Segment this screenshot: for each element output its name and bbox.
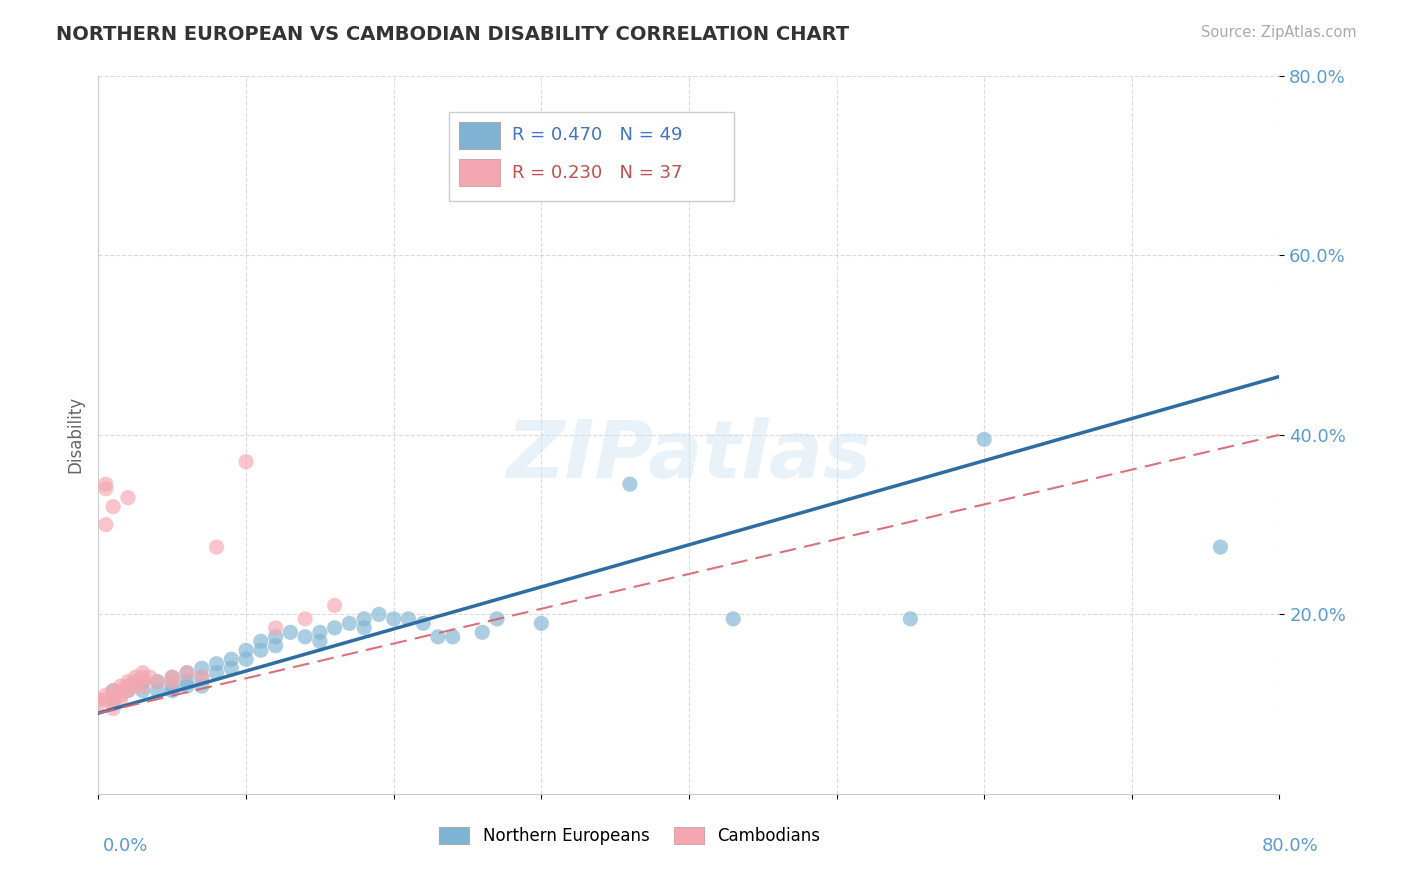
Point: [382, 612, 405, 626]
Point: [117, 683, 139, 698]
Point: [235, 652, 257, 666]
Point: [323, 621, 346, 635]
Point: [619, 477, 641, 491]
Point: [723, 612, 745, 626]
Text: 0.0%: 0.0%: [103, 837, 148, 855]
Point: [176, 665, 198, 680]
Point: [191, 661, 214, 675]
Point: [117, 679, 139, 693]
Point: [294, 630, 316, 644]
Point: [323, 599, 346, 613]
Point: [103, 683, 125, 698]
Point: [264, 621, 287, 635]
Point: [309, 634, 332, 648]
Text: Source: ZipAtlas.com: Source: ZipAtlas.com: [1201, 25, 1357, 40]
Point: [110, 683, 132, 698]
Point: [162, 683, 183, 698]
Point: [294, 612, 316, 626]
Point: [900, 612, 922, 626]
Point: [94, 517, 117, 532]
Point: [264, 639, 287, 653]
Point: [412, 616, 434, 631]
Point: [176, 679, 198, 693]
Point: [441, 630, 464, 644]
Point: [103, 683, 125, 698]
Point: [191, 679, 214, 693]
Point: [103, 688, 125, 702]
Point: [146, 674, 169, 689]
Point: [398, 612, 420, 626]
Point: [110, 688, 132, 702]
Point: [117, 683, 139, 698]
Point: [94, 477, 117, 491]
Point: [162, 670, 183, 684]
Point: [1209, 540, 1232, 554]
Point: [124, 670, 146, 684]
Point: [530, 616, 553, 631]
Point: [162, 679, 183, 693]
Legend: Northern Europeans, Cambodians: Northern Europeans, Cambodians: [430, 819, 830, 854]
Point: [132, 679, 155, 693]
FancyBboxPatch shape: [458, 122, 501, 149]
Point: [280, 625, 302, 640]
Point: [191, 670, 214, 684]
Point: [973, 433, 995, 447]
Text: ZIPatlas: ZIPatlas: [506, 417, 872, 495]
Point: [132, 665, 155, 680]
Point: [103, 500, 125, 514]
Point: [110, 679, 132, 693]
Point: [103, 692, 125, 706]
Point: [221, 661, 243, 675]
FancyBboxPatch shape: [449, 112, 734, 202]
Point: [94, 482, 117, 496]
Point: [205, 665, 228, 680]
Point: [103, 697, 125, 711]
Point: [146, 683, 169, 698]
Point: [162, 674, 183, 689]
Point: [176, 674, 198, 689]
Point: [117, 679, 139, 693]
Point: [264, 630, 287, 644]
Point: [250, 643, 273, 657]
Text: 80.0%: 80.0%: [1263, 837, 1319, 855]
Point: [176, 665, 198, 680]
Point: [94, 688, 117, 702]
Text: R = 0.230   N = 37: R = 0.230 N = 37: [512, 164, 682, 182]
Point: [103, 701, 125, 715]
Point: [87, 697, 110, 711]
Point: [235, 455, 257, 469]
Point: [132, 674, 155, 689]
Point: [471, 625, 494, 640]
Point: [124, 674, 146, 689]
Point: [205, 540, 228, 554]
Point: [353, 621, 375, 635]
Point: [427, 630, 450, 644]
Point: [132, 683, 155, 698]
Text: R = 0.470   N = 49: R = 0.470 N = 49: [512, 127, 682, 145]
Point: [94, 692, 117, 706]
Text: NORTHERN EUROPEAN VS CAMBODIAN DISABILITY CORRELATION CHART: NORTHERN EUROPEAN VS CAMBODIAN DISABILIT…: [56, 25, 849, 44]
Point: [146, 674, 169, 689]
Point: [132, 670, 155, 684]
Point: [110, 692, 132, 706]
Point: [339, 616, 361, 631]
Point: [205, 657, 228, 671]
Point: [162, 670, 183, 684]
Point: [139, 670, 162, 684]
Point: [235, 643, 257, 657]
Point: [250, 634, 273, 648]
Point: [124, 679, 146, 693]
Point: [191, 670, 214, 684]
Point: [486, 612, 509, 626]
Point: [353, 612, 375, 626]
Point: [368, 607, 391, 622]
Point: [309, 625, 332, 640]
Point: [117, 491, 139, 505]
Point: [117, 674, 139, 689]
FancyBboxPatch shape: [458, 159, 501, 186]
Point: [87, 692, 110, 706]
Point: [221, 652, 243, 666]
Y-axis label: Disability: Disability: [66, 396, 84, 474]
